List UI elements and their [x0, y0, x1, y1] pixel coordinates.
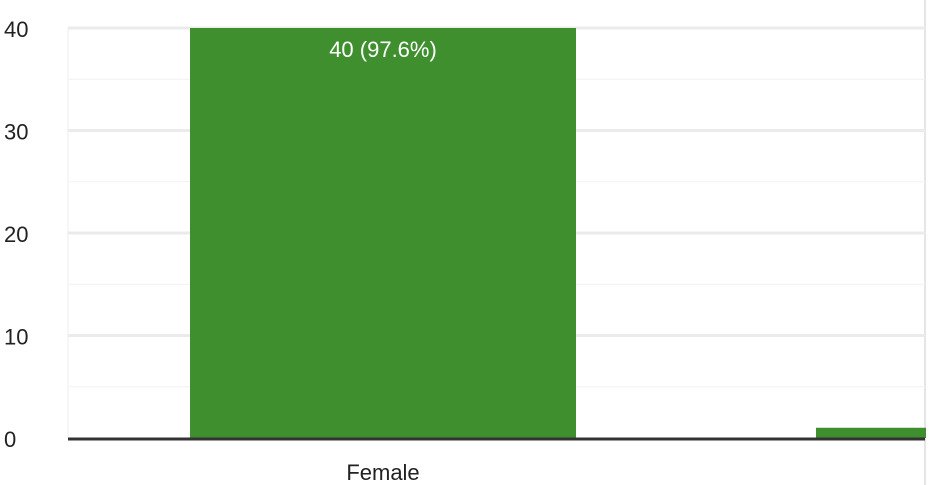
data-labels: 40 (97.6%): [329, 37, 437, 62]
y-tick-label: 0: [4, 427, 16, 452]
y-tick-label: 30: [4, 120, 28, 145]
y-tick-label: 20: [4, 222, 28, 247]
y-axis-tick-labels: 0 10 20 30 40: [4, 17, 28, 452]
y-tick-label: 10: [4, 325, 28, 350]
x-axis-tick-labels: Female: [346, 460, 419, 485]
bar: [190, 28, 576, 438]
y-tick-label: 40: [4, 17, 28, 42]
bars: [190, 28, 926, 438]
bar: [816, 427, 926, 438]
x-tick-label: Female: [346, 460, 419, 485]
bar-data-label: 40 (97.6%): [329, 37, 437, 62]
